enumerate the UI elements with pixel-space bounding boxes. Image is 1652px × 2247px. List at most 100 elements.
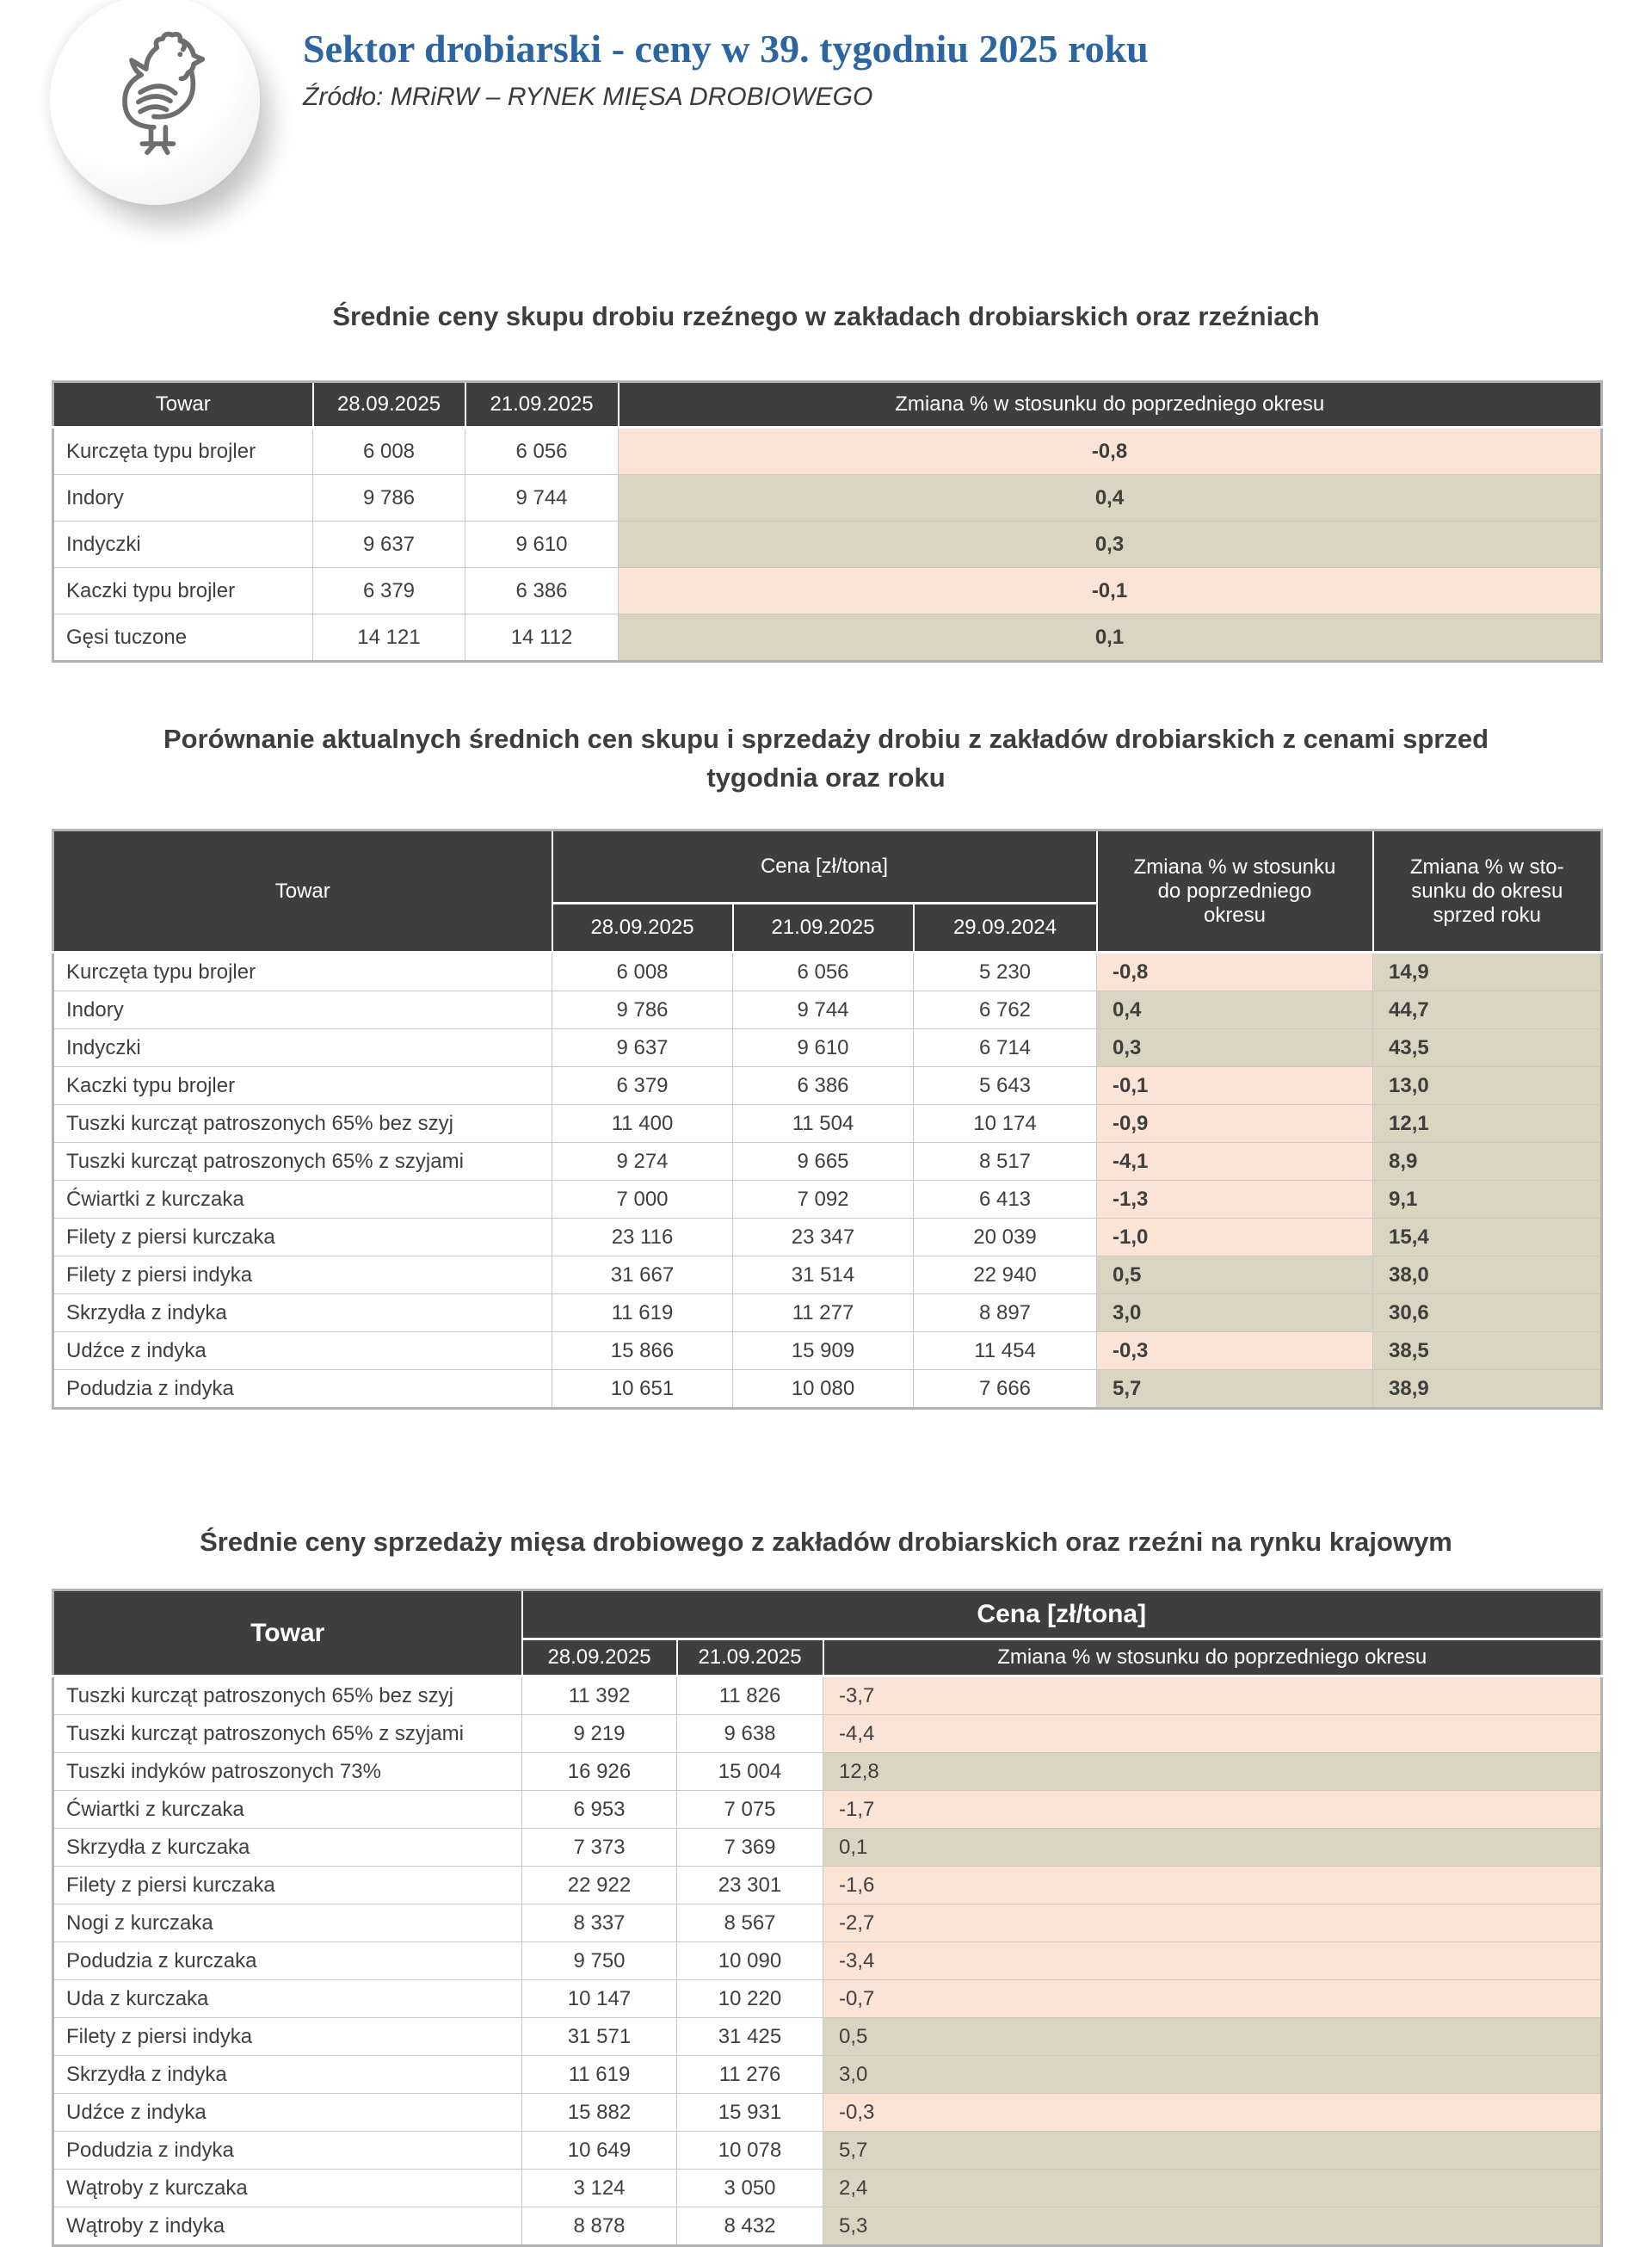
cell-product: Indory — [52, 991, 552, 1029]
cell-product: Skrzydła z indyka — [52, 1293, 552, 1332]
col-date-previous: 21.09.2025 — [731, 902, 915, 954]
cell-change-week: -0,3 — [1096, 1331, 1373, 1370]
cell-price-current: 9 786 — [552, 991, 733, 1029]
cell-change: 5,3 — [823, 2207, 1602, 2246]
cell-price-current: 9 750 — [521, 1941, 677, 1980]
cell-price-year-ago: 20 039 — [913, 1218, 1097, 1256]
cell-change-year: 44,7 — [1372, 991, 1602, 1029]
table-row: Nogi z kurczaka 8 337 8 567 -2,7 — [52, 1904, 1602, 1942]
table-row: Ćwiartki z kurczaka 7 000 7 092 6 413 -1… — [52, 1180, 1602, 1219]
cell-price-current: 10 649 — [521, 2131, 677, 2170]
table-row: Ćwiartki z kurczaka 6 953 7 075 -1,7 — [52, 1790, 1602, 1829]
cell-price-year-ago: 8 897 — [913, 1293, 1097, 1332]
cell-price-current: 11 400 — [552, 1104, 733, 1143]
col-towar: Towar — [52, 380, 314, 429]
cell-product: Kaczki typu brojler — [52, 1066, 552, 1105]
cell-change-week: -1,0 — [1096, 1218, 1373, 1256]
table-row: Udźce z indyka 15 866 15 909 11 454 -0,3… — [52, 1331, 1602, 1370]
col-group-cena: Cena [zł/tona] — [521, 1589, 1603, 1640]
cell-change-year: 15,4 — [1372, 1218, 1602, 1256]
cell-price-previous: 31 425 — [676, 2017, 823, 2056]
col-towar: Towar — [52, 829, 553, 954]
cell-price-current: 10 147 — [521, 1979, 677, 2018]
cell-change-year: 14,9 — [1372, 952, 1602, 991]
table-row: Indory 9 786 9 744 0,4 — [52, 474, 1602, 522]
table-row: Tuszki kurcząt patroszonych 65% bez szyj… — [52, 1676, 1602, 1715]
cell-price-current: 6 379 — [552, 1066, 733, 1105]
cell-price-previous: 8 432 — [676, 2207, 823, 2246]
cell-change: 3,0 — [823, 2055, 1602, 2094]
table-row: Skrzydła z indyka 11 619 11 277 8 897 3,… — [52, 1293, 1602, 1332]
table-row: Gęsi tuczone 14 121 14 112 0,1 — [52, 614, 1602, 662]
cell-change: -2,7 — [823, 1904, 1602, 1942]
chicken-icon — [90, 30, 219, 170]
cell-product: Tuszki kurcząt patroszonych 65% z szyjam… — [52, 1142, 552, 1181]
cell-price-previous: 9 610 — [465, 521, 619, 568]
table-row: Uda z kurczaka 10 147 10 220 -0,7 — [52, 1979, 1602, 2018]
col-towar: Towar — [52, 1589, 523, 1677]
cell-change-week: -4,1 — [1096, 1142, 1373, 1181]
cell-change: 0,5 — [823, 2017, 1602, 2056]
table2-header-row-dates: 28.09.2025 21.09.2025 29.09.2024 — [53, 902, 1602, 954]
cell-change: 0,4 — [618, 474, 1602, 522]
cell-price-current: 9 274 — [552, 1142, 733, 1181]
cell-price-current: 9 637 — [312, 521, 465, 568]
cell-product: Podudzia z indyka — [52, 2131, 522, 2170]
cell-product: Tuszki indyków patroszonych 73% — [52, 1752, 522, 1791]
cell-change-year: 9,1 — [1372, 1180, 1602, 1219]
cell-price-year-ago: 11 454 — [913, 1331, 1097, 1370]
table-porownanie-cen: Towar Cena [zł/tona] Zmiana % w stosunku… — [52, 829, 1603, 1410]
cell-price-previous: 9 665 — [732, 1142, 914, 1181]
table-row: Kurczęta typu brojler 6 008 6 056 5 230 … — [52, 952, 1602, 991]
cell-price-year-ago: 8 517 — [913, 1142, 1097, 1181]
col-change-year: Zmiana % w sto- sunku do okresu sprzed r… — [1372, 829, 1603, 954]
page-source: Źródło: MRiRW – RYNEK MIĘSA DROBIOWEGO — [303, 83, 873, 111]
cell-product: Filety z piersi indyka — [52, 2017, 522, 2056]
table2-body: Kurczęta typu brojler 6 008 6 056 5 230 … — [52, 952, 1602, 1409]
table-row: Kaczki typu brojler 6 379 6 386 5 643 -0… — [52, 1066, 1602, 1105]
cell-product: Tuszki kurcząt patroszonych 65% bez szyj — [52, 1676, 522, 1715]
cell-price-current: 14 121 — [312, 614, 465, 662]
cell-change-year: 38,9 — [1372, 1369, 1602, 1409]
cell-price-current: 8 337 — [521, 1904, 677, 1942]
col-date-previous: 21.09.2025 — [464, 380, 620, 429]
cell-price-current: 16 926 — [521, 1752, 677, 1791]
cell-price-current: 31 667 — [552, 1256, 733, 1294]
cell-price-previous: 6 386 — [732, 1066, 914, 1105]
cell-price-previous: 7 092 — [732, 1180, 914, 1219]
col-date-current: 28.09.2025 — [311, 380, 466, 429]
table3-header-row-dates: 28.09.2025 21.09.2025 Zmiana % w stosunk… — [53, 1638, 1603, 1677]
table-row: Filety z piersi indyka 31 571 31 425 0,5 — [52, 2017, 1602, 2056]
col-date-year-ago: 29.09.2024 — [912, 902, 1098, 954]
cell-price-year-ago: 5 643 — [913, 1066, 1097, 1105]
table-row: Podudzia z indyka 10 649 10 078 5,7 — [52, 2131, 1602, 2170]
table3-body: Tuszki kurcząt patroszonych 65% bez szyj… — [52, 1676, 1602, 2246]
cell-price-previous: 14 112 — [465, 614, 619, 662]
table-row: Skrzydła z indyka 11 619 11 276 3,0 — [52, 2055, 1602, 2094]
cell-change-year: 12,1 — [1372, 1104, 1602, 1143]
cell-change: -0,7 — [823, 1979, 1602, 2018]
cell-product: Tuszki kurcząt patroszonych 65% z szyjam… — [52, 1714, 522, 1753]
cell-price-current: 9 637 — [552, 1028, 733, 1067]
cell-product: Udźce z indyka — [52, 1331, 552, 1370]
table3-header: Towar Cena [zł/tona] 28.09.2025 21.09.20… — [52, 1589, 1603, 1677]
cell-change: 0,3 — [618, 521, 1602, 568]
table-row: Kaczki typu brojler 6 379 6 386 -0,1 — [52, 567, 1602, 614]
cell-change-week: -0,9 — [1096, 1104, 1373, 1143]
cell-change: 0,1 — [823, 1828, 1602, 1867]
cell-price-year-ago: 6 413 — [913, 1180, 1097, 1219]
cell-change: 12,8 — [823, 1752, 1602, 1791]
cell-price-previous: 9 610 — [732, 1028, 914, 1067]
cell-product: Gęsi tuczone — [52, 614, 313, 662]
cell-price-previous: 9 638 — [676, 1714, 823, 1753]
table-row: Filety z piersi indyka 31 667 31 514 22 … — [52, 1256, 1602, 1294]
cell-price-previous: 3 050 — [676, 2169, 823, 2207]
table-row: Indyczki 9 637 9 610 6 714 0,3 43,5 — [52, 1028, 1602, 1067]
section-title-sprzedaz: Średnie ceny sprzedaży mięsa drobiowego … — [200, 1527, 1452, 1557]
cell-price-previous: 6 056 — [465, 427, 619, 475]
cell-price-previous: 23 347 — [732, 1218, 914, 1256]
table-row: Wątroby z indyka 8 878 8 432 5,3 — [52, 2207, 1602, 2246]
page-header: Sektor drobiarski - ceny w 39. tygodniu … — [0, 0, 1652, 215]
cell-price-previous: 10 080 — [732, 1369, 914, 1409]
cell-change: -3,4 — [823, 1941, 1602, 1980]
